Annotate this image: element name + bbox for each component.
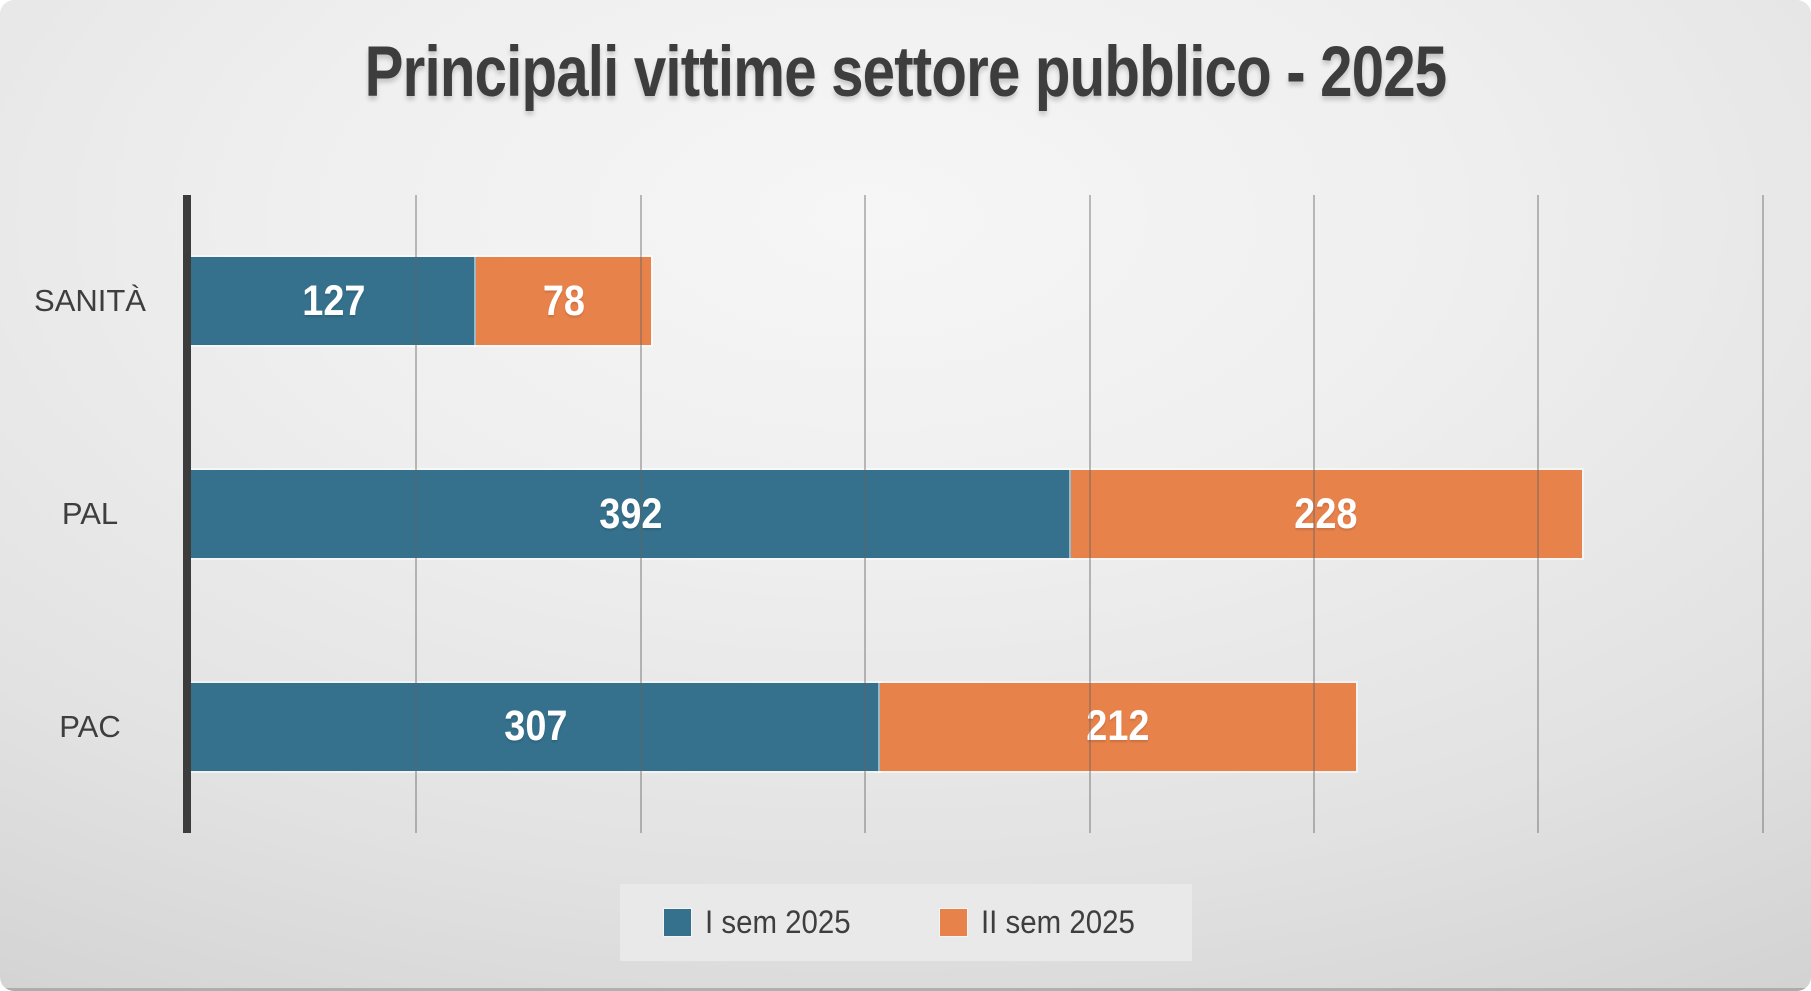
gridline <box>1537 195 1540 833</box>
legend-label: I sem 2025 <box>705 904 851 940</box>
bar-row-pal: 392 228 <box>191 470 1583 558</box>
bar-segment-series1[interactable]: 392 <box>191 470 1071 558</box>
data-label: 127 <box>301 276 366 325</box>
bar-segment-series1[interactable]: 127 <box>191 257 476 346</box>
bar-row-sanit-: 127 78 <box>191 257 651 346</box>
legend-swatch-icon <box>939 909 967 936</box>
bar-segment-series2[interactable]: 228 <box>1070 470 1583 558</box>
bar-segment-series1[interactable]: 307 <box>191 682 880 771</box>
category-label: PAL <box>61 496 119 531</box>
gridline <box>864 195 867 833</box>
data-label: 212 <box>1086 702 1150 751</box>
data-label: 78 <box>542 276 585 325</box>
bar-segment-series2[interactable]: 212 <box>879 682 1356 771</box>
bar-row-pac: 307 212 <box>191 682 1356 771</box>
gridline <box>1312 195 1315 833</box>
chart-area: 127 78 392 228 307 212 <box>191 195 1811 833</box>
legend-item-series1[interactable]: I sem 2025 <box>664 904 863 941</box>
gridline <box>1761 195 1764 833</box>
legend-swatch-icon <box>664 909 692 936</box>
gridline <box>1088 195 1091 833</box>
bar-segment-series2[interactable]: 78 <box>475 257 651 346</box>
category-label: SANITÀ <box>34 283 146 319</box>
legend-item-series2[interactable]: II sem 2025 <box>939 904 1148 941</box>
gridline <box>415 195 418 833</box>
legend-label: II sem 2025 <box>980 904 1135 940</box>
legend: I sem 2025 II sem 2025 <box>620 884 1192 961</box>
gridline <box>639 195 642 833</box>
category-label: PAC <box>59 708 121 744</box>
data-label: 392 <box>599 489 663 538</box>
category-axis-line <box>183 195 191 833</box>
chart-title: Principali vittime settore pubblico - 20… <box>364 33 1448 112</box>
data-label: 307 <box>503 702 567 751</box>
data-label: 228 <box>1294 489 1358 538</box>
